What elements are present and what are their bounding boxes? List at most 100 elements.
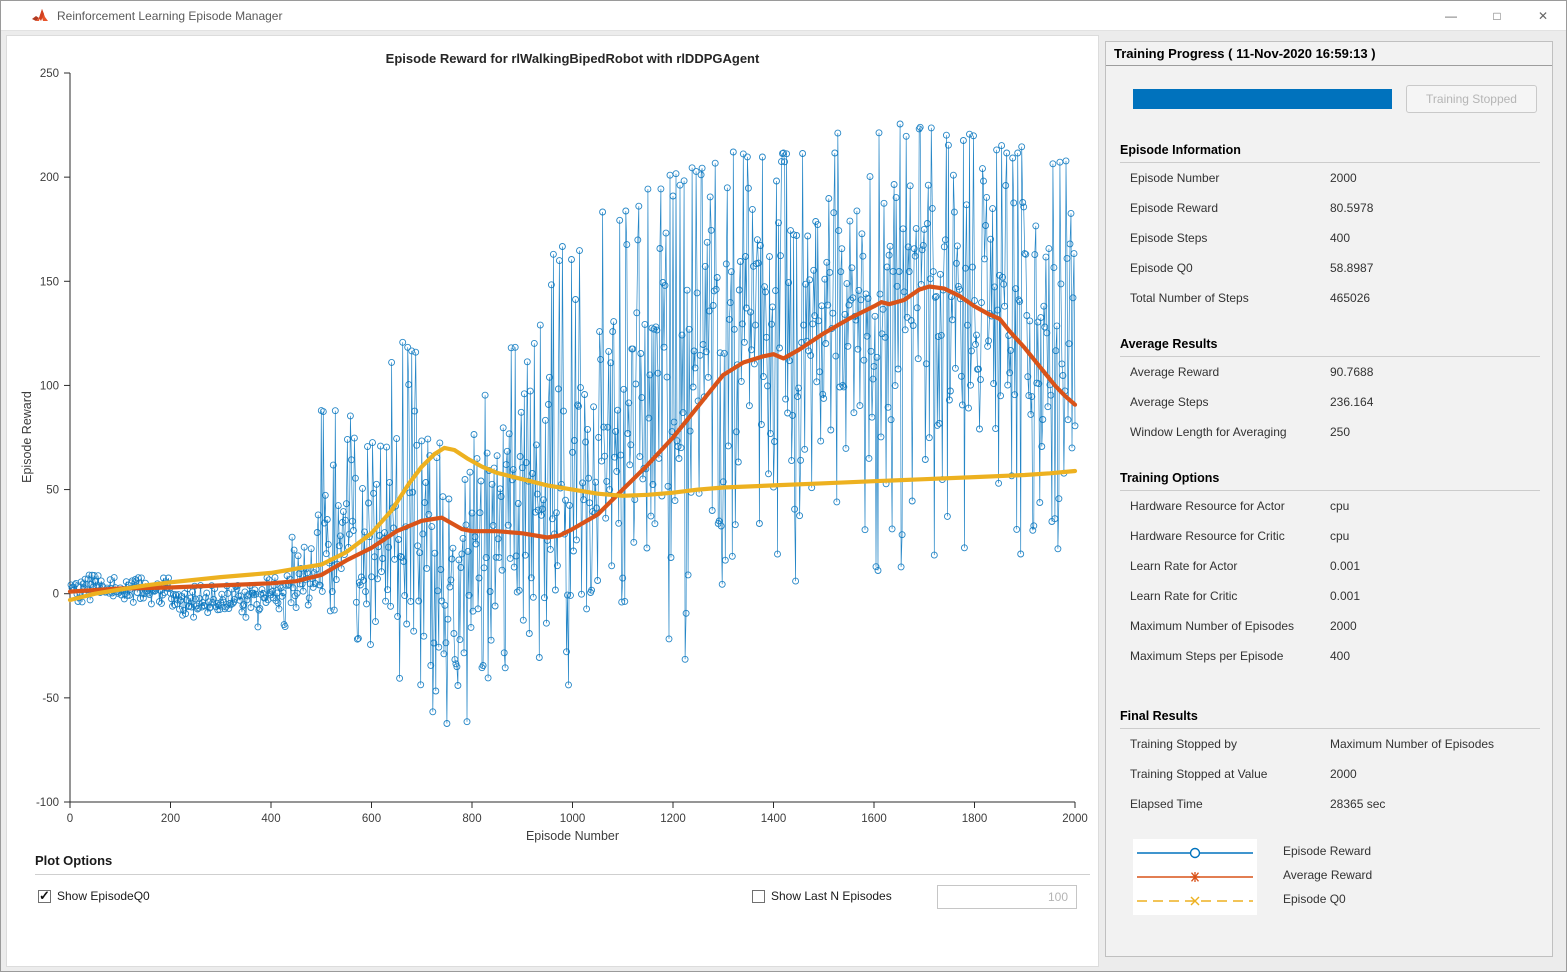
y-axis-label: Episode Reward — [20, 391, 34, 483]
checkbox-unchecked-icon[interactable] — [752, 889, 765, 903]
minimize-icon[interactable]: — — [1445, 8, 1457, 23]
panel-section: Episode Information Episode Number 2000 Epi… — [1120, 138, 1540, 313]
episode-reward-line — [70, 123, 1076, 724]
panel-section: Training Options Hardware Resource for Ac… — [1120, 466, 1540, 671]
y-tick-label: 250 — [40, 68, 59, 80]
info-row: Maximum Number of Episodes 2000 — [1120, 611, 1540, 641]
maximize-icon[interactable]: □ — [1493, 8, 1501, 23]
progress-row: Training Stopped — [1133, 84, 1540, 114]
info-row: Learn Rate for Critic 0.001 — [1120, 581, 1540, 611]
circle-legend-sample — [1137, 847, 1253, 859]
info-row: Hardware Resource for Critic cpu — [1120, 521, 1540, 551]
info-label: Total Number of Steps — [1130, 291, 1249, 305]
info-row: Average Steps 236.164 — [1120, 387, 1540, 417]
info-label: Elapsed Time — [1130, 797, 1203, 811]
info-label: Average Reward — [1130, 365, 1220, 379]
show-last-n-checkbox[interactable]: Show Last N Episodes — [752, 888, 892, 904]
x-tick-label: 1000 — [560, 813, 586, 825]
info-row: Elapsed Time 28365 sec — [1120, 789, 1540, 819]
plot-options-divider — [35, 874, 1090, 875]
x-axis-label: Episode Number — [526, 829, 619, 843]
section-title: Final Results — [1120, 704, 1540, 729]
plot-options-title: Plot Options — [35, 853, 113, 868]
info-label: Learn Rate for Critic — [1130, 589, 1238, 603]
last-n-episodes-input[interactable] — [937, 885, 1077, 909]
info-label: Maximum Number of Episodes — [1130, 619, 1295, 633]
info-row: Training Stopped by Maximum Number of Epi… — [1120, 729, 1540, 759]
y-tick-label: 0 — [53, 589, 59, 601]
training-progress-panel: Training Progress ( 11-Nov-2020 16:59:13… — [1105, 41, 1553, 957]
training-progress-bar — [1133, 89, 1392, 109]
info-value: 2000 — [1330, 619, 1357, 633]
info-value: Maximum Number of Episodes — [1330, 737, 1495, 751]
info-value: 400 — [1330, 231, 1351, 245]
info-row: Window Length for Averaging 250 — [1120, 417, 1540, 447]
info-label: Episode Reward — [1130, 201, 1219, 215]
info-row: Episode Number 2000 — [1120, 163, 1540, 193]
asterisk-legend-sample — [1137, 872, 1253, 882]
info-value: 90.7688 — [1330, 365, 1374, 379]
info-sections: Episode Information Episode Number 2000 Epi… — [1120, 138, 1540, 819]
panel-section: Final Results Training Stopped by Maximum … — [1120, 704, 1540, 819]
chart-title: Episode Reward for rlWalkingBipedRobot w… — [386, 51, 760, 66]
info-value: 2000 — [1330, 171, 1357, 185]
window-title: Reinforcement Learning Episode Manager — [57, 8, 283, 23]
info-value: 400 — [1330, 649, 1351, 663]
y-tick-label: -50 — [42, 693, 59, 705]
info-label: Training Stopped by — [1130, 737, 1237, 751]
legend-label: Average Reward — [1283, 868, 1373, 882]
legend-labels: Episode Reward Average Reward Episode Q0 — [1283, 839, 1372, 915]
y-tick-label: 100 — [40, 380, 59, 392]
info-label: Hardware Resource for Actor — [1130, 499, 1285, 513]
info-value: 0.001 — [1330, 589, 1361, 603]
episode-reward-markers — [67, 120, 1079, 727]
close-icon[interactable]: ✕ — [1537, 8, 1549, 23]
info-row: Total Number of Steps 465026 — [1120, 283, 1540, 313]
show-last-n-label: Show Last N Episodes — [771, 889, 892, 903]
info-row: Episode Reward 80.5978 — [1120, 193, 1540, 223]
info-value: 250 — [1330, 425, 1351, 439]
info-row: Episode Q0 58.8987 — [1120, 253, 1540, 283]
section-title: Average Results — [1120, 332, 1540, 357]
panel-header: Training Progress ( 11-Nov-2020 16:59:13… — [1106, 42, 1552, 66]
x-tick-label: 1400 — [761, 813, 787, 825]
info-row: Training Stopped at Value 2000 — [1120, 759, 1540, 789]
checkbox-checked-icon[interactable] — [38, 888, 51, 904]
show-episodeq0-label: Show EpisodeQ0 — [57, 889, 150, 903]
section-title: Training Options — [1120, 466, 1540, 491]
x-tick-label: 1600 — [861, 813, 887, 825]
x-tick-label: 400 — [261, 813, 280, 825]
x-tick-label: 800 — [462, 813, 481, 825]
legend-label: Episode Q0 — [1283, 892, 1346, 906]
info-label: Episode Q0 — [1130, 261, 1193, 275]
legend-samples-box — [1133, 839, 1257, 915]
x-tick-label: 1800 — [962, 813, 988, 825]
info-value: 236.164 — [1330, 395, 1374, 409]
training-stopped-button[interactable]: Training Stopped — [1406, 85, 1537, 113]
matlab-icon — [32, 8, 48, 21]
x-tick-label: 600 — [362, 813, 381, 825]
x-legend-sample — [1137, 896, 1253, 906]
show-episodeq0-checkbox[interactable]: Show EpisodeQ0 — [38, 888, 150, 904]
info-value: 0.001 — [1330, 559, 1361, 573]
panel-section: Average Results Average Reward 90.7688 Aver… — [1120, 332, 1540, 447]
info-label: Episode Steps — [1130, 231, 1208, 245]
info-row: Learn Rate for Actor 0.001 — [1120, 551, 1540, 581]
info-label: Window Length for Averaging — [1130, 425, 1287, 439]
info-row: Average Reward 90.7688 — [1120, 357, 1540, 387]
x-tick-label: 200 — [161, 813, 180, 825]
info-label: Average Steps — [1130, 395, 1209, 409]
y-tick-label: -100 — [36, 797, 59, 809]
legend-label: Episode Reward — [1283, 844, 1372, 858]
x-tick-label: 0 — [67, 813, 73, 825]
info-row: Hardware Resource for Actor cpu — [1120, 491, 1540, 521]
info-value: cpu — [1330, 499, 1350, 513]
x-tick-label: 1200 — [660, 813, 686, 825]
info-value: 58.8987 — [1330, 261, 1374, 275]
info-label: Maximum Steps per Episode — [1130, 649, 1284, 663]
chart-legend: Episode Reward Average Reward Episode Q0 — [1133, 839, 1552, 915]
info-value: 465026 — [1330, 291, 1371, 305]
info-value: 28365 sec — [1330, 797, 1386, 811]
info-label: Episode Number — [1130, 171, 1220, 185]
